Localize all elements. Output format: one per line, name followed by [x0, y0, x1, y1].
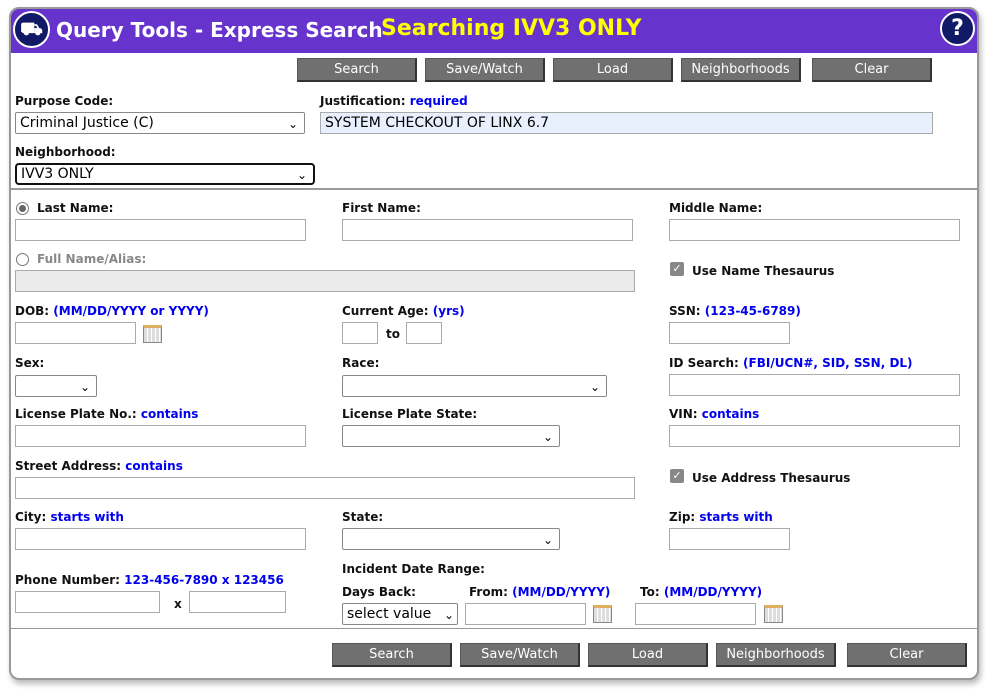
days-back-value: select value [347, 606, 432, 622]
divider [10, 628, 978, 629]
full-name-radio[interactable] [16, 253, 29, 266]
search-scope: Searching IVV3 ONLY [381, 16, 642, 41]
clear-button[interactable]: Clear [812, 58, 932, 82]
phone-input[interactable] [15, 591, 160, 613]
to-date-input[interactable] [635, 603, 756, 625]
middle-name-label: Middle Name: [669, 201, 763, 215]
race-select[interactable]: ⌄ [342, 375, 607, 397]
plate-state-select[interactable]: ⌄ [342, 425, 560, 447]
plate-state-label: License Plate State: [342, 407, 478, 421]
phone-extension-input[interactable] [189, 591, 286, 613]
state-label: State: [342, 510, 384, 524]
load-button[interactable]: Load [588, 643, 708, 667]
age-to-input[interactable] [406, 322, 442, 344]
first-name-label: First Name: [342, 201, 421, 215]
days-back-label: Days Back: [342, 585, 416, 599]
license-plate-input[interactable] [15, 425, 306, 447]
save-watch-button[interactable]: Save/Watch [460, 643, 580, 667]
ssn-label: SSN: (123-45-6789) [669, 304, 801, 318]
full-name-input [15, 270, 635, 292]
race-label: Race: [342, 356, 380, 370]
neighborhoods-button[interactable]: Neighborhoods [716, 643, 836, 667]
last-name-radio[interactable] [16, 202, 29, 215]
age-to-label: to [386, 327, 400, 341]
age-from-input[interactable] [342, 322, 378, 344]
use-address-thesaurus-label: Use Address Thesaurus [692, 471, 851, 485]
dob-input[interactable] [15, 322, 136, 344]
clear-button[interactable]: Clear [847, 643, 967, 667]
chevron-down-icon: ⌄ [79, 380, 90, 394]
search-button[interactable]: Search [297, 58, 417, 82]
use-name-thesaurus-checkbox[interactable]: ✓ [670, 262, 684, 276]
save-watch-button[interactable]: Save/Watch [425, 58, 545, 82]
chevron-down-icon: ⌄ [589, 380, 600, 394]
justification-input[interactable]: SYSTEM CHECKOUT OF LINX 6.7 [320, 112, 933, 134]
state-select[interactable]: ⌄ [342, 528, 560, 550]
load-button[interactable]: Load [553, 58, 673, 82]
zip-input[interactable] [669, 528, 790, 550]
truck-icon: ⛟ [13, 11, 50, 48]
calendar-icon[interactable] [764, 605, 783, 623]
street-address-input[interactable] [15, 477, 635, 499]
help-icon[interactable]: ? [940, 11, 975, 46]
to-date-label: To: (MM/DD/YYYY) [640, 585, 763, 599]
calendar-icon[interactable] [593, 605, 612, 623]
calendar-icon[interactable] [143, 325, 162, 343]
purpose-code-label: Purpose Code: [15, 94, 114, 108]
city-label: City: starts with [15, 510, 124, 524]
ssn-input[interactable] [669, 322, 790, 344]
vin-input[interactable] [669, 425, 960, 447]
dob-label: DOB: (MM/DD/YYYY or YYYY) [15, 304, 209, 318]
from-date-input[interactable] [465, 603, 586, 625]
purpose-code-value: Criminal Justice (C) [20, 115, 154, 131]
last-name-label: Last Name: [37, 201, 114, 215]
neighborhoods-button[interactable]: Neighborhoods [681, 58, 801, 82]
chevron-down-icon: ⌄ [296, 168, 307, 182]
incident-date-range-label: Incident Date Range: [342, 562, 485, 576]
license-plate-label: License Plate No.: contains [15, 407, 199, 421]
neighborhood-value: IVV3 ONLY [21, 166, 94, 182]
vin-label: VIN: contains [669, 407, 760, 421]
divider [10, 188, 978, 190]
id-search-input[interactable] [669, 374, 960, 396]
phone-label: Phone Number: 123-456-7890 x 123456 [15, 573, 284, 587]
neighborhood-label: Neighborhood: [15, 145, 116, 159]
justification-label: Justification: required [320, 94, 468, 108]
chevron-down-icon: ⌄ [443, 608, 454, 622]
street-address-label: Street Address: contains [15, 459, 183, 473]
days-back-select[interactable]: select value ⌄ [342, 603, 458, 625]
title-bar: ⛟ Query Tools - Express Search Searching… [11, 9, 977, 53]
extension-separator: x [174, 597, 182, 611]
sex-label: Sex: [15, 356, 45, 370]
chevron-down-icon: ⌄ [542, 533, 553, 547]
page-title: Query Tools - Express Search [56, 18, 383, 42]
search-button[interactable]: Search [332, 643, 452, 667]
use-address-thesaurus-checkbox[interactable]: ✓ [670, 469, 684, 483]
zip-label: Zip: starts with [669, 510, 773, 524]
from-date-label: From: (MM/DD/YYYY) [469, 585, 611, 599]
chevron-down-icon: ⌄ [287, 117, 298, 131]
full-name-label: Full Name/Alias: [37, 252, 147, 266]
first-name-input[interactable] [342, 219, 633, 241]
purpose-code-select[interactable]: Criminal Justice (C) ⌄ [15, 112, 305, 134]
sex-select[interactable]: ⌄ [15, 375, 97, 397]
chevron-down-icon: ⌄ [542, 430, 553, 444]
current-age-label: Current Age: (yrs) [342, 304, 465, 318]
middle-name-input[interactable] [669, 219, 960, 241]
id-search-label: ID Search: (FBI/UCN#, SID, SSN, DL) [669, 356, 913, 370]
last-name-input[interactable] [15, 219, 306, 241]
neighborhood-select[interactable]: IVV3 ONLY ⌄ [15, 163, 315, 185]
city-input[interactable] [15, 528, 306, 550]
use-name-thesaurus-label: Use Name Thesaurus [692, 264, 835, 278]
